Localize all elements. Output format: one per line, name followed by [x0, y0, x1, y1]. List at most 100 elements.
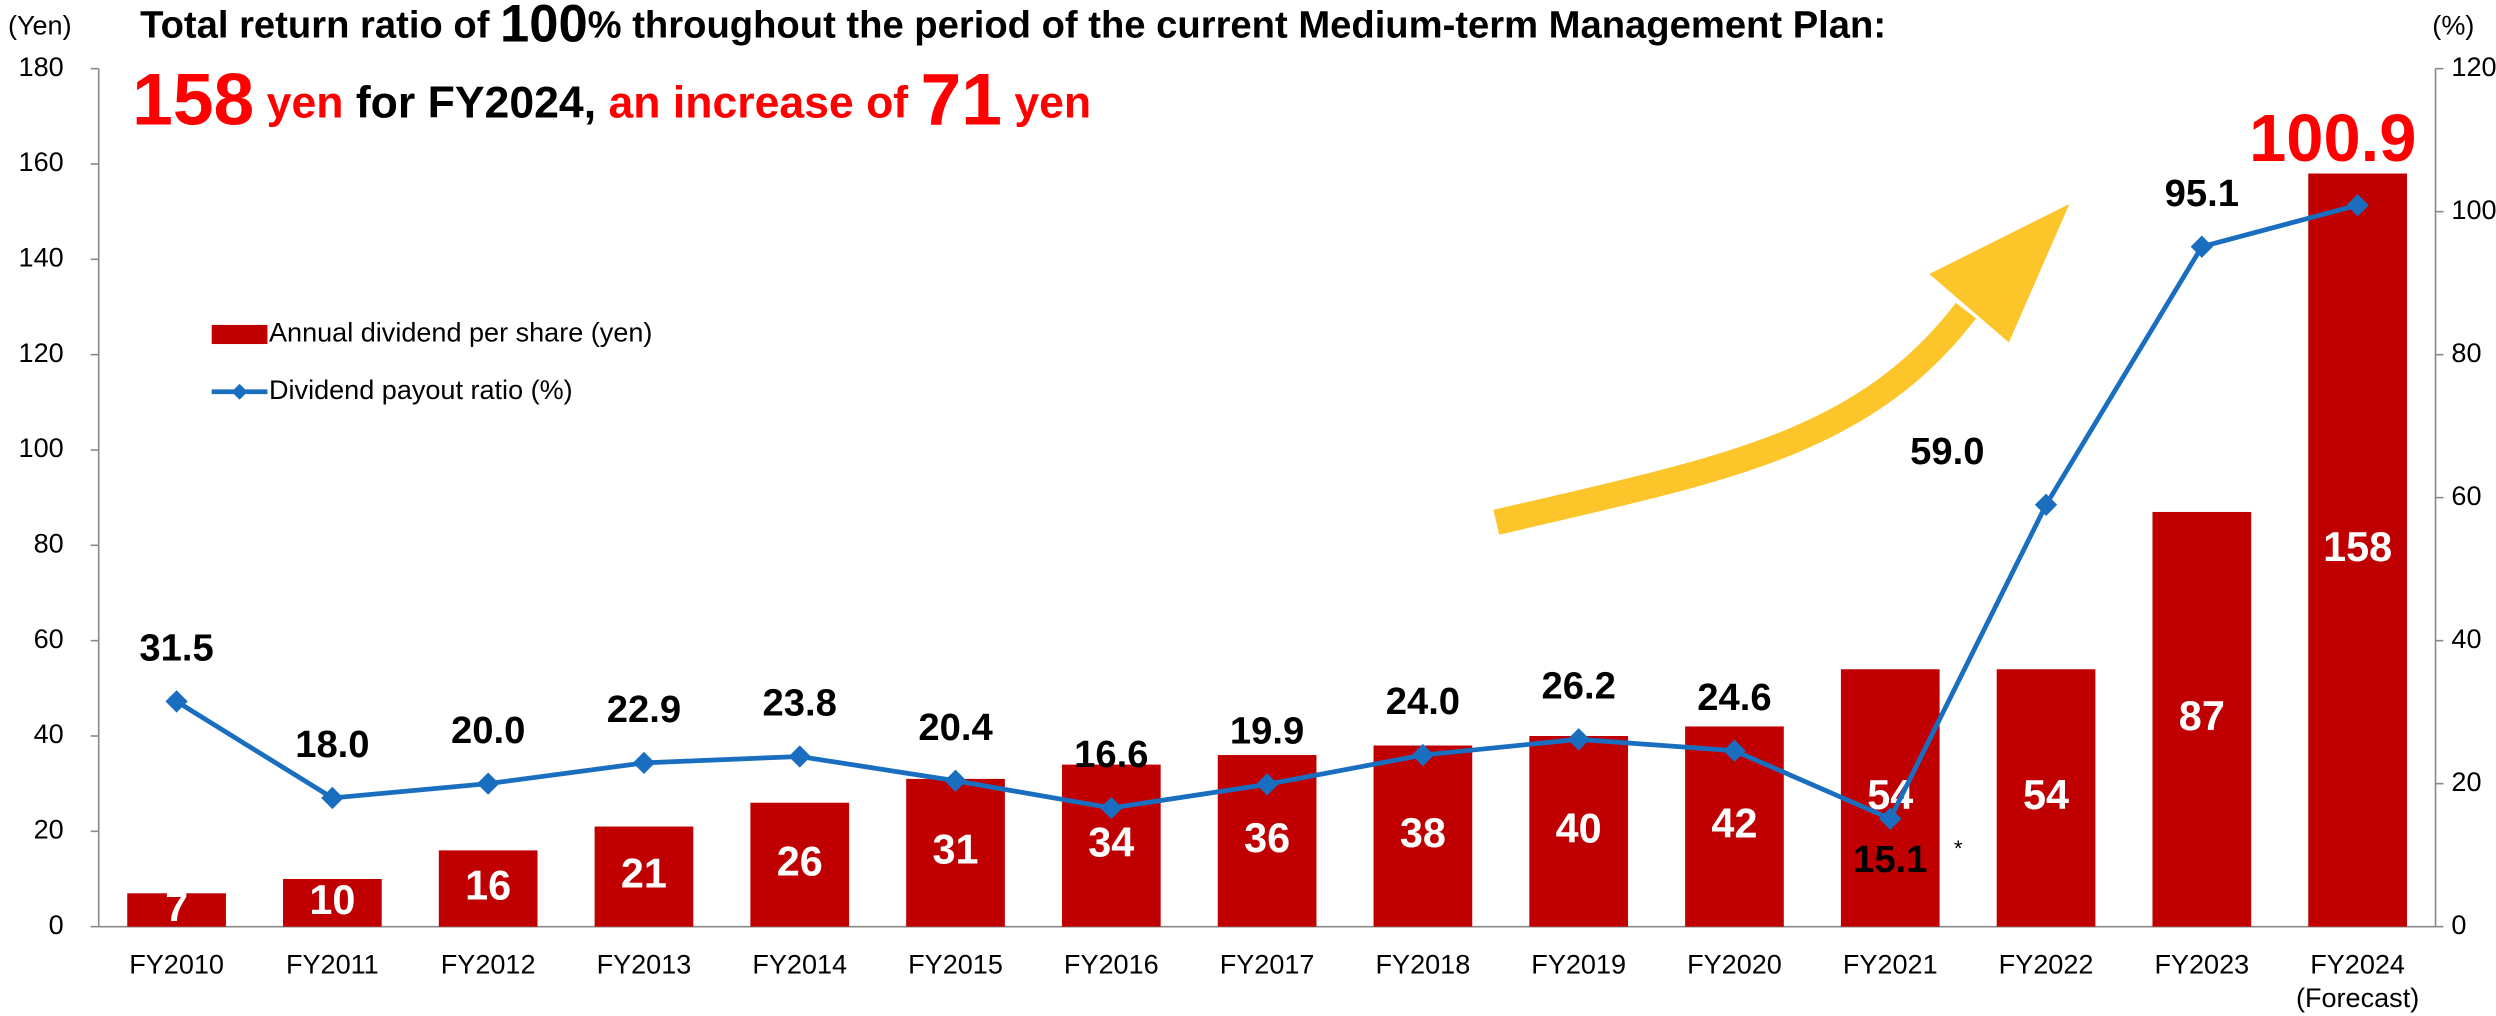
- subtitle-part: 71: [921, 59, 1002, 141]
- arrow-head: [1929, 203, 2070, 343]
- bar: [750, 802, 850, 927]
- line-marker: [165, 690, 188, 713]
- line-marker: [2034, 493, 2058, 516]
- line-value-label: 22.9: [607, 688, 681, 731]
- bar: [1840, 669, 1940, 927]
- x-tick-label: FY2022: [1999, 950, 2094, 980]
- line-value-label: 95.1: [2165, 172, 2239, 215]
- x-tick-label: FY2020: [1687, 950, 1782, 980]
- title-part: Total return ratio of: [140, 3, 500, 46]
- x-tick-label: FY2019: [1531, 950, 1626, 980]
- bar-value-label: 40: [1556, 805, 1602, 851]
- bar-value-label: 10: [309, 877, 355, 923]
- subtitle-part: 158: [132, 59, 254, 141]
- title-part: 100: [500, 0, 588, 53]
- bar-value-label: 31: [933, 827, 979, 873]
- bar-value-label: 54: [2023, 772, 2069, 818]
- subtitle-part: yen: [254, 78, 343, 127]
- y-axis-label: (Yen): [8, 10, 72, 40]
- x-tick-label: FY2018: [1376, 950, 1471, 980]
- x-tick-label: FY2010: [129, 950, 224, 980]
- x-tick-label: FY2014: [752, 950, 847, 980]
- bar-value-label: 7: [165, 884, 188, 930]
- line-marker: [477, 772, 500, 795]
- bar: [283, 878, 382, 927]
- subtitle-part: yen: [1002, 78, 1091, 127]
- y-tick-label: 20: [34, 814, 64, 844]
- bar: [1529, 735, 1629, 927]
- y-tick-label: 160: [19, 147, 64, 177]
- bar-value-label: 158: [2323, 524, 2392, 570]
- y2-tick-label: 20: [2451, 767, 2481, 797]
- bar-value-label: 36: [1244, 815, 1290, 861]
- y2-axis-label: (%): [2432, 10, 2474, 40]
- x-tick-label: FY2013: [597, 950, 692, 980]
- legend-label: Annual dividend per share (yen): [269, 318, 652, 348]
- line-value-label: 59.0: [1910, 430, 1984, 473]
- y-tick-label: 140: [19, 242, 64, 272]
- trend-arrow: [1493, 203, 2070, 535]
- line-value-label: 100.9: [2249, 101, 2416, 176]
- y2-tick-label: 100: [2451, 195, 2496, 225]
- y-tick-label: 100: [19, 433, 64, 463]
- bar: [1373, 745, 1473, 927]
- y2-tick-label: 80: [2451, 338, 2481, 368]
- bar: [2152, 511, 2252, 927]
- line-value-label: 24.6: [1697, 676, 1771, 719]
- x-tick-label: FY2011: [286, 950, 379, 980]
- annotation: *: [1954, 836, 1963, 861]
- line-value-label: 26.2: [1542, 664, 1616, 707]
- bar: [594, 826, 694, 927]
- x-tick-label: FY2012: [441, 950, 536, 980]
- y2-tick-label: 60: [2451, 481, 2481, 511]
- line-marker: [321, 786, 344, 810]
- bar: [1061, 764, 1161, 927]
- line-value-label: 15.1: [1853, 838, 1927, 881]
- subtitle-part: an increase of: [596, 78, 920, 127]
- legend-marker: [231, 383, 248, 400]
- line-marker: [1879, 807, 1902, 830]
- bar: [127, 893, 226, 927]
- bar: [906, 778, 1005, 927]
- line-marker: [788, 745, 811, 768]
- line-value-label: 24.0: [1386, 680, 1460, 723]
- line-marker: [944, 769, 967, 792]
- line-value-label: 20.4: [918, 706, 993, 749]
- legend-label: Dividend payout ratio (%): [269, 375, 573, 405]
- title-part: % throughout the period of the current M…: [588, 3, 1886, 46]
- line-marker: [1411, 743, 1435, 767]
- y-tick-label: 80: [34, 528, 64, 558]
- line-value-label: 20.0: [451, 709, 525, 752]
- y2-tick-label: 0: [2451, 910, 2466, 940]
- bar-value-label: 34: [1088, 820, 1134, 866]
- arrow-body: [1493, 302, 1977, 535]
- line-marker: [1255, 773, 1279, 796]
- y-tick-label: 120: [19, 338, 64, 368]
- line-value-label: 19.9: [1230, 710, 1304, 753]
- y-tick-label: 40: [34, 719, 64, 749]
- bar-value-label: 26: [777, 839, 823, 885]
- bar-value-label: 87: [2179, 693, 2225, 739]
- line-value-label: 16.6: [1074, 733, 1148, 776]
- x-tick-label: FY2023: [2154, 950, 2249, 980]
- category-note: (Forecast): [2296, 983, 2419, 1013]
- legend-swatch: [211, 324, 268, 345]
- x-tick-label: FY2015: [908, 950, 1003, 980]
- y-tick-label: 60: [34, 624, 64, 654]
- y-tick-label: 0: [49, 910, 64, 940]
- bar: [438, 850, 538, 927]
- bar: [1996, 669, 2096, 927]
- line-marker: [632, 751, 656, 775]
- chart-subtitle: 158 yen for FY2024, an increase of 71 ye…: [132, 59, 1091, 141]
- x-tick-label: FY2017: [1220, 950, 1315, 980]
- bar-value-label: 42: [1711, 800, 1757, 846]
- chart-title: Total return ratio of 100% throughout th…: [140, 0, 1886, 53]
- bar-value-label: 16: [465, 862, 511, 908]
- x-tick-label: FY2016: [1064, 950, 1159, 980]
- x-tick-label: FY2024: [2310, 950, 2405, 980]
- bar-value-label: 21: [621, 851, 667, 897]
- y2-tick-label: 40: [2451, 624, 2481, 654]
- y2-tick-label: 120: [2451, 52, 2496, 82]
